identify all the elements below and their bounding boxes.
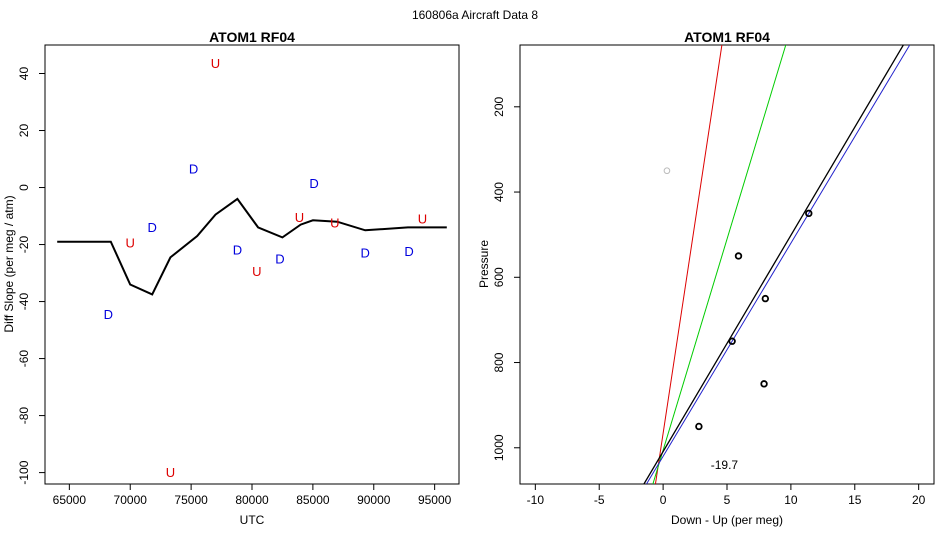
left-x-axis-label: UTC <box>240 513 265 527</box>
regression-slope-annotation: -19.7 <box>711 458 739 472</box>
left-x-tick-label: 80000 <box>235 493 269 507</box>
down-marker: D <box>404 244 413 259</box>
up-marker: U <box>126 236 135 251</box>
right-x-tick-label: 20 <box>912 493 926 507</box>
black-fit-line <box>643 45 904 484</box>
blue-fit-line <box>646 45 911 484</box>
right-x-axis-label: Down - Up (per meg) <box>671 513 783 527</box>
left-y-tick-label: -80 <box>17 407 31 425</box>
up-marker: U <box>166 465 175 480</box>
right-y-tick-label: 400 <box>492 182 506 202</box>
up-marker: U <box>330 216 339 231</box>
left-chart: ATOM1 RF04 UTC Diff Slope (per meg / atm… <box>2 29 460 527</box>
down-marker: D <box>147 220 156 235</box>
right-x-tick-label: -10 <box>527 493 545 507</box>
down-marker: D <box>189 162 198 177</box>
data-point <box>805 209 813 218</box>
figure-title: 160806a Aircraft Data 8 <box>412 8 538 22</box>
down-marker: D <box>361 246 370 261</box>
right-y-tick-label: 800 <box>492 352 506 372</box>
right-x-tick-label: 15 <box>848 493 862 507</box>
up-marker: U <box>252 264 261 279</box>
data-point <box>695 422 703 431</box>
data-point <box>734 252 743 260</box>
down-marker: D <box>233 243 242 258</box>
right-x-tick-label: -5 <box>594 493 605 507</box>
data-point <box>761 294 770 303</box>
right-x-tick-label: 5 <box>724 493 731 507</box>
left-y-axis-label: Diff Slope (per meg / atm) <box>2 195 16 332</box>
left-y-tick-label: 20 <box>17 124 31 138</box>
down-marker: D <box>275 251 284 266</box>
up-marker: U <box>211 56 220 71</box>
left-y-tick-label: 40 <box>17 67 31 81</box>
left-x-tick-label: 75000 <box>174 493 208 507</box>
green-fit-line <box>652 45 787 484</box>
left-x-tick-label: 70000 <box>114 493 148 507</box>
left-y-tick-label: -60 <box>17 350 31 368</box>
right-y-tick-label: 600 <box>492 267 506 287</box>
right-plot-frame <box>519 44 935 485</box>
left-x-tick-label: 85000 <box>296 493 330 507</box>
right-x-tick-label: 0 <box>660 493 667 507</box>
right-chart: ATOM1 RF04 Down - Up (per meg) Pressure … <box>477 29 935 527</box>
up-marker: U <box>418 211 427 226</box>
left-chart-title: ATOM1 RF04 <box>209 29 295 45</box>
red-fit-line <box>654 45 723 484</box>
right-y-tick-label: 200 <box>492 96 506 116</box>
right-y-axis-label: Pressure <box>477 240 491 288</box>
left-y-tick-label: -40 <box>17 293 31 311</box>
left-x-tick-label: 65000 <box>53 493 87 507</box>
left-x-tick-label: 90000 <box>357 493 391 507</box>
up-marker: U <box>295 210 304 225</box>
left-x-tick-label: 95000 <box>418 493 452 507</box>
down-marker: D <box>104 307 113 322</box>
left-y-tick-label: -100 <box>17 460 31 484</box>
left-y-tick-label: 0 <box>17 184 31 191</box>
excluded-data-point <box>663 167 671 175</box>
down-marker: D <box>309 176 318 191</box>
diff-slope-line <box>57 197 447 296</box>
right-y-tick-label: 1000 <box>492 434 506 461</box>
data-point <box>728 337 736 345</box>
right-x-tick-label: 10 <box>784 493 798 507</box>
data-point <box>760 380 768 388</box>
right-chart-title: ATOM1 RF04 <box>684 29 770 45</box>
left-y-tick-label: -20 <box>17 236 31 254</box>
